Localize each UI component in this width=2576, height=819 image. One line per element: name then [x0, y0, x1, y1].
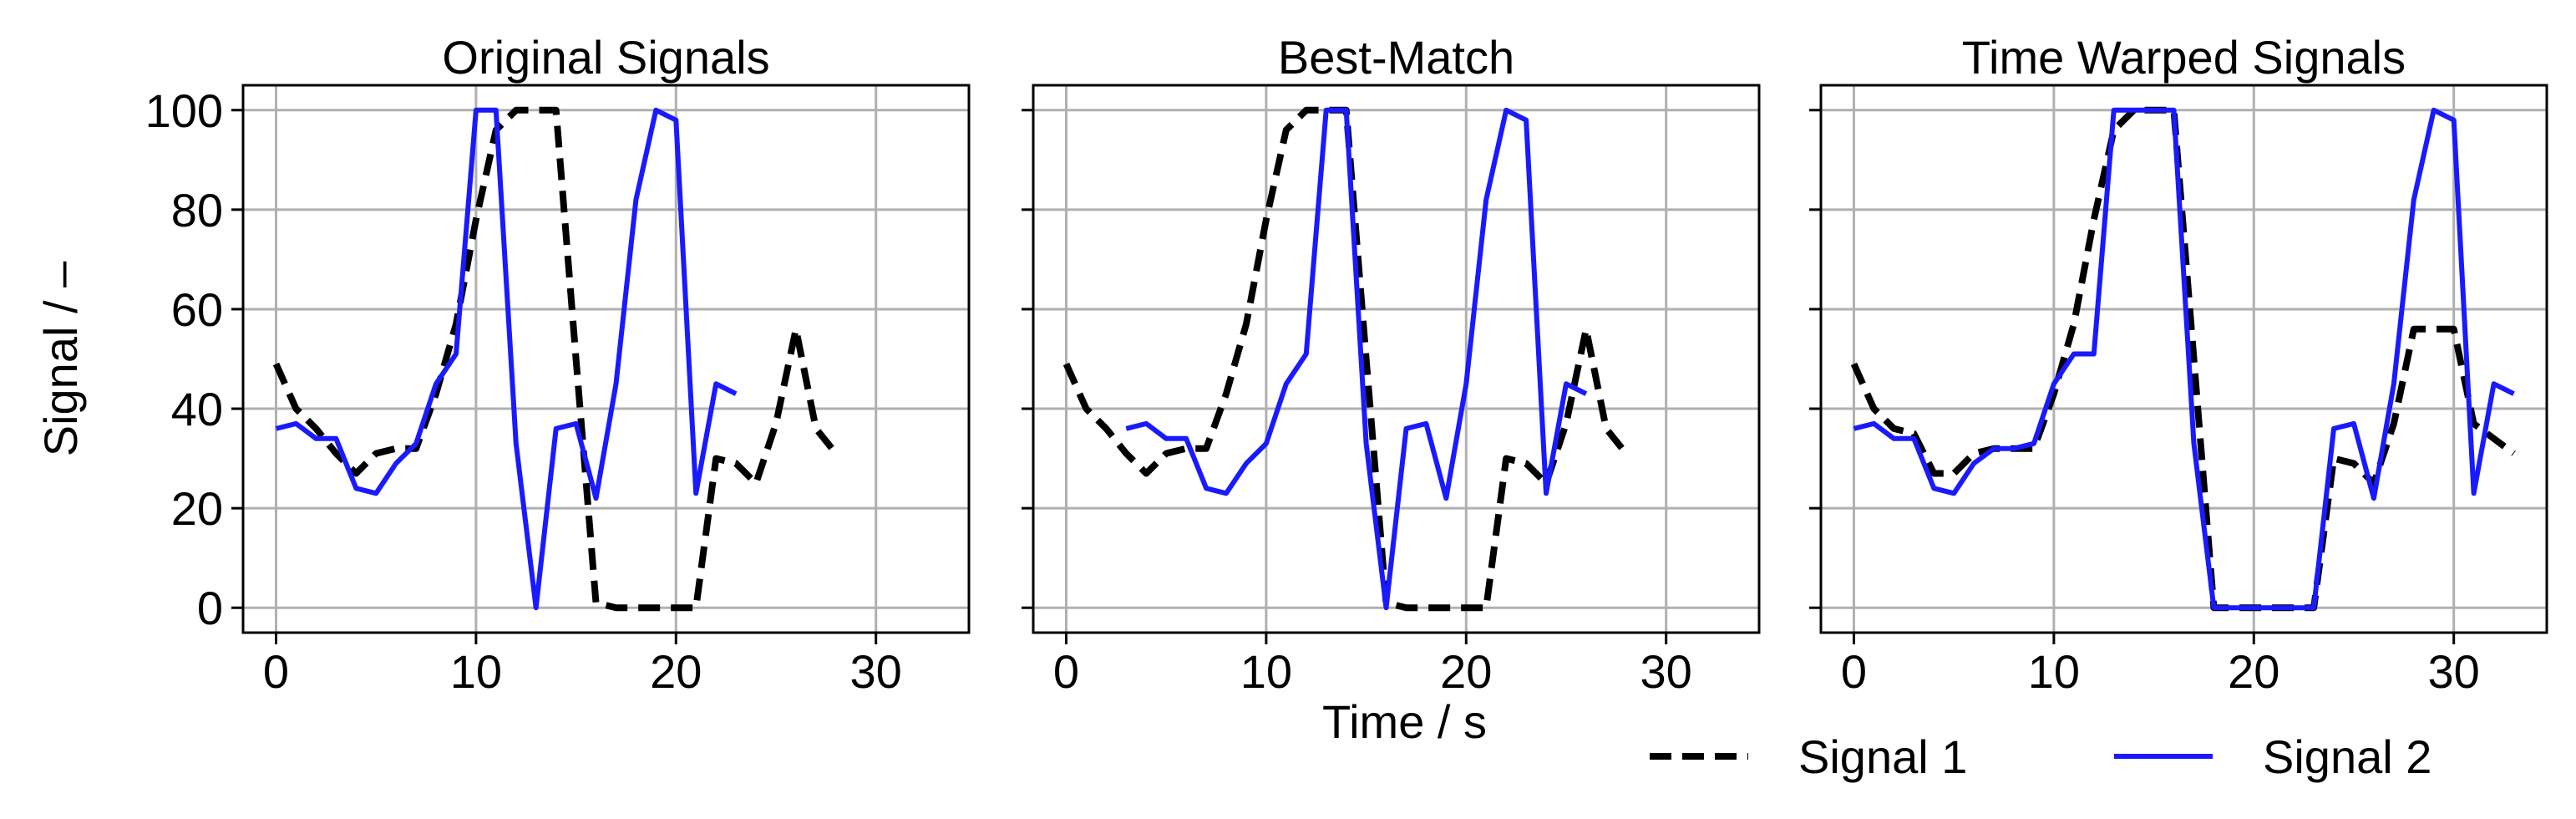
- series-line: [1125, 107, 1588, 611]
- x-axis-label: Time / s: [1322, 695, 1487, 748]
- legend: Signal 1 Signal 2: [1650, 730, 2431, 783]
- subplot: 0 10 20 30 Best-Match Time / s: [1022, 31, 1761, 748]
- y-tick-label: 80: [171, 184, 223, 237]
- x-tick-label: 30: [2428, 645, 2480, 698]
- x-tick-label: 0: [1053, 645, 1079, 698]
- subplot-title: Time Warped Signals: [1962, 31, 2406, 84]
- series-line: [1062, 106, 1629, 612]
- x-tick-label: 30: [850, 645, 902, 698]
- x-tick-label: 0: [1841, 645, 1867, 698]
- subplot: 0 10 20 30 0 20 40 60 80 100 Original Signals Signa…: [34, 31, 971, 698]
- y-tick-label: 100: [145, 84, 223, 137]
- x-tick-label: 30: [1640, 645, 1692, 698]
- series-line: [272, 106, 839, 612]
- subplot-title: Original Signals: [442, 31, 769, 84]
- x-tick-label: 20: [650, 645, 702, 698]
- series-line: [275, 107, 738, 611]
- series-line: [1853, 107, 2515, 611]
- x-tick-label: 10: [450, 645, 502, 698]
- legend-label: Signal 1: [1798, 730, 1967, 783]
- y-axis-label: Signal / –: [34, 261, 87, 456]
- subplot-title: Best-Match: [1278, 31, 1514, 84]
- x-tick-label: 20: [2228, 645, 2279, 698]
- subplot: 0 10 20 30 Time Warped Signals: [1809, 31, 2548, 698]
- axes-frame: [1819, 84, 2548, 634]
- x-tick-label: 0: [263, 645, 289, 698]
- series-line: [1850, 106, 2516, 612]
- y-tick-label: 40: [171, 383, 223, 435]
- x-tick-label: 10: [1240, 645, 1292, 698]
- x-tick-label: 20: [1440, 645, 1492, 698]
- y-tick-label: 60: [171, 283, 223, 336]
- legend-label: Signal 2: [2263, 730, 2431, 783]
- axes-frame: [1032, 84, 1761, 634]
- y-tick-label: 20: [171, 482, 223, 535]
- x-tick-label: 10: [2028, 645, 2080, 698]
- axes-frame: [241, 84, 971, 634]
- y-tick-label: 0: [197, 582, 223, 634]
